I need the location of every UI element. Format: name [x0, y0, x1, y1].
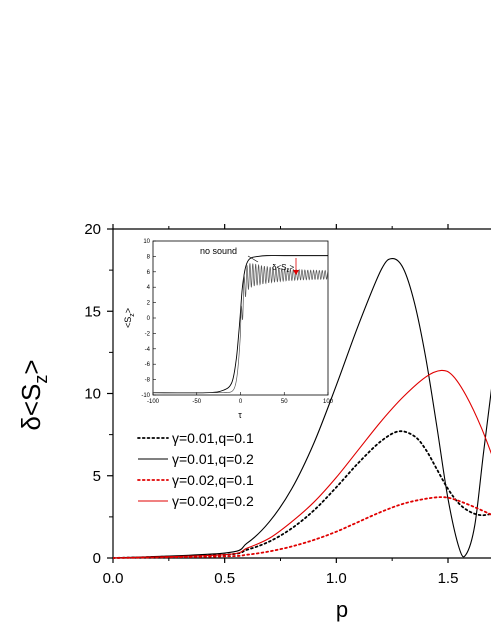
inset-x-axis-label: τ: [238, 410, 242, 420]
series-line-4: [113, 369, 491, 559]
series-line-3: [113, 496, 491, 559]
legend: γ=0.01,q=0.1 γ=0.01,q=0.2 γ=0.02,q=0.1 γ=0.…: [137, 430, 254, 509]
inset-x-tick-label: 100: [323, 399, 334, 405]
x-axis-label: p: [336, 597, 348, 622]
legend-label-3: γ=0.02,q=0.1: [172, 472, 254, 488]
inset-annotation-delta: δ<Sz>: [272, 263, 294, 274]
inset-y-tick-label: 6: [147, 270, 151, 276]
inset-y-tick-label: 0: [147, 316, 151, 322]
inset-chart: -100 -50 0 50 100 -10 -8 -6 -4 -2 0 2 4 6 8 10 τ <Sz> n…: [123, 239, 334, 420]
y-tick-label: 5: [93, 468, 101, 485]
inset-no-sound-line: [153, 255, 328, 394]
y-tick-label: 20: [84, 221, 101, 238]
legend-label-1: γ=0.01,q=0.1: [172, 430, 254, 446]
y-tick-label: 15: [84, 303, 101, 320]
inset-x-tick-label: -50: [192, 399, 201, 405]
y-tick-label: 0: [93, 550, 101, 567]
inset-annotation-no-sound: no sound: [200, 246, 237, 256]
series-line-1: [113, 430, 491, 559]
delta-arrow-head: [293, 270, 299, 275]
legend-label-2: γ=0.01,q=0.2: [172, 451, 254, 467]
main-series: [113, 258, 491, 559]
inset-ticks: -100 -50 0 50 100 -10 -8 -6 -4 -2 0 2 4 6 8 10: [141, 239, 333, 405]
inset-y-tick-label: -4: [145, 347, 151, 353]
inset-y-tick-label: 2: [147, 301, 151, 307]
x-tick-label: 0.0: [103, 570, 124, 587]
x-tick-label: 0.5: [214, 570, 235, 587]
y-axis-label: δ<Sz>: [16, 359, 51, 430]
no-sound-pointer: [247, 255, 259, 263]
series-line-2: [113, 258, 491, 559]
legend-label-4: γ=0.02,q=0.2: [172, 493, 254, 509]
inset-x-tick-label: -100: [147, 399, 160, 405]
inset-y-tick-label: -10: [141, 393, 150, 399]
inset-y-tick-label: -8: [145, 378, 151, 384]
inset-y-tick-label: -6: [145, 362, 151, 368]
inset-sound-line: [153, 263, 328, 394]
inset-x-tick-label: 0: [239, 399, 243, 405]
inset-y-axis-label: <Sz>: [123, 308, 136, 328]
y-tick-label: 10: [84, 386, 101, 403]
inset-y-tick-label: 8: [147, 254, 151, 260]
inset-y-tick-label: 4: [147, 285, 151, 291]
inset-y-tick-label: -2: [145, 331, 151, 337]
x-tick-label: 1.5: [438, 570, 459, 587]
inset-y-tick-label: 10: [143, 239, 150, 245]
inset-series: [153, 255, 328, 394]
x-tick-label: 1.0: [326, 570, 347, 587]
inset-x-tick-label: 50: [281, 399, 288, 405]
